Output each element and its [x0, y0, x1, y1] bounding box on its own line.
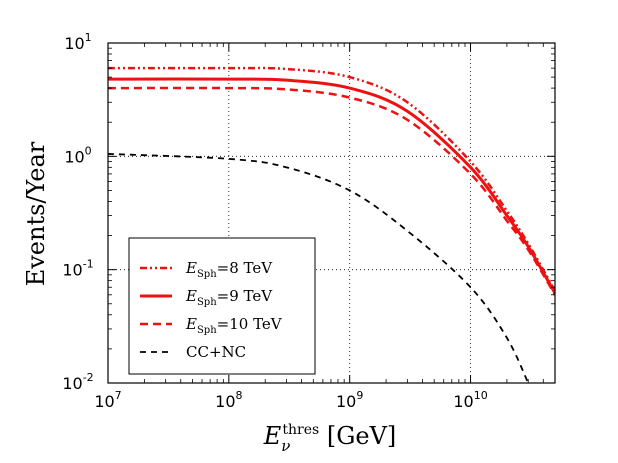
- y-tick-labels: 10-2 10-1 100 101: [62, 31, 93, 393]
- x-axis-label: Eνthres [GeV]: [263, 422, 397, 455]
- legend-box: [128, 237, 316, 375]
- x-tick-label: 108: [215, 389, 242, 411]
- y-tick-label: 10-2: [62, 371, 93, 393]
- series-layer: [108, 66, 555, 383]
- legend: ESph=8 TeV ESph=9 TeV ESph=10 TeV CC+NC: [128, 237, 316, 375]
- x-tick-label: 109: [336, 389, 363, 411]
- legend-label: ESph=9 TeV: [185, 287, 273, 308]
- grid: [108, 43, 555, 383]
- series-line: [108, 153, 530, 383]
- series-line: [108, 66, 555, 292]
- y-axis-label: Events/Year: [22, 141, 50, 286]
- y-tick-label: 101: [64, 31, 91, 53]
- plot-frame: [107, 42, 556, 384]
- series-line: [108, 86, 555, 296]
- x-tick-labels: 107 108 109 1010: [94, 389, 487, 411]
- y-tick-label: 100: [64, 144, 91, 166]
- legend-label: ESph=10 TeV: [185, 315, 283, 336]
- series-line: [108, 77, 555, 294]
- legend-label: ESph=8 TeV: [185, 259, 273, 280]
- legend-label: CC+NC: [186, 343, 246, 361]
- x-tick-label: 107: [94, 389, 121, 411]
- y-tick-label: 10-1: [62, 258, 93, 280]
- x-tick-label: 1010: [453, 389, 487, 411]
